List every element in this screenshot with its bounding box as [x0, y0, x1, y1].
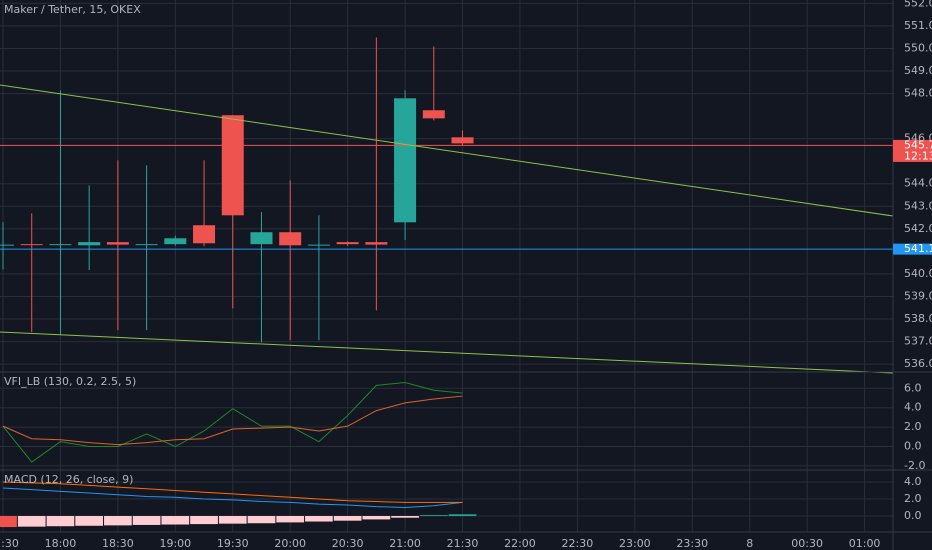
candle-body [135, 244, 158, 246]
x-tick-label: 20:00 [274, 537, 306, 550]
histogram-bar [218, 516, 247, 524]
grid [0, 0, 893, 532]
candle-body [78, 242, 101, 246]
x-tick-label: 23:30 [676, 537, 708, 550]
marks [0, 37, 893, 528]
countdown-label: 12:13 [904, 149, 932, 162]
y-tick-label: 536.0 [904, 357, 932, 370]
indicator-line [2, 395, 463, 446]
x-tick-label: 22:30 [562, 537, 594, 550]
y-tick-label: 0.0 [904, 509, 922, 522]
y-tick-label: 538.0 [904, 312, 932, 325]
candle-body [250, 232, 273, 245]
indicator-line [2, 487, 463, 509]
candle-body [221, 115, 244, 216]
y-tick-label: 4.0 [904, 475, 922, 488]
y-tick-label: 6.0 [904, 381, 922, 394]
x-tick-label: 19:00 [159, 537, 191, 550]
histogram-bar [161, 516, 190, 525]
candle-body [106, 242, 129, 245]
candle-body [451, 137, 474, 144]
indicator-title: MACD (12, 26, close, 9) [4, 473, 133, 486]
candle-body [336, 242, 359, 245]
y-tick-label: 2.0 [904, 420, 922, 433]
x-tick-label: 19:30 [217, 537, 249, 550]
x-tick-label: 00:30 [791, 537, 823, 550]
y-tick-label: 548.0 [904, 87, 932, 100]
price-label: 545.7 [904, 138, 932, 151]
indicator-line [2, 381, 463, 463]
histogram-bar [362, 516, 391, 520]
x-tick-label: 18:30 [102, 537, 134, 550]
x-tick-label: 18:00 [45, 537, 77, 550]
y-tick-label: 542.0 [904, 222, 932, 235]
price-label-box [893, 243, 932, 255]
y-tick-label: 550.0 [904, 41, 932, 54]
y-tick-label: 544.0 [904, 177, 932, 190]
chart-title: Maker / Tether, 15, OKEX [4, 3, 141, 16]
histogram-bar [448, 514, 477, 517]
histogram-bar [305, 516, 333, 522]
candle-body [394, 98, 417, 223]
trendline [0, 331, 894, 374]
candle-body [0, 244, 14, 246]
histogram-bar [391, 516, 419, 518]
histogram-bar [75, 516, 104, 526]
x-tick-label: 01:00 [849, 537, 881, 550]
x-tick-label: 23:00 [619, 537, 651, 550]
candle-body [422, 110, 445, 119]
y-tick-label: 539.0 [904, 289, 932, 302]
candle-body [49, 244, 72, 246]
candle-body [307, 244, 330, 246]
x-tick-label: 8 [746, 537, 753, 550]
indicator-line [2, 481, 463, 503]
histogram-bar [46, 516, 75, 527]
x-tick-label: 21:00 [389, 537, 421, 550]
histogram-bar [190, 516, 218, 525]
y-tick-label: 2.0 [904, 492, 922, 505]
y-tick-label: 540.0 [904, 267, 932, 280]
y-tick-label: 543.0 [904, 199, 932, 212]
y-tick-label: -2.0 [904, 459, 925, 472]
histogram-bar [17, 516, 46, 527]
x-tick-label: 17:30 [0, 537, 19, 550]
histogram-bar [247, 516, 276, 524]
candle-body [20, 244, 43, 246]
price-label: 541.1 [904, 242, 932, 255]
y-tick-label: 4.0 [904, 401, 922, 414]
candle-body [279, 232, 302, 246]
histogram-bar [333, 516, 362, 521]
y-tick-label: 552.0 [904, 0, 932, 9]
candle-body [193, 225, 216, 244]
y-tick-label: 549.0 [904, 64, 932, 77]
x-tick-label: 20:30 [332, 537, 364, 550]
y-tick-label: 551.0 [904, 19, 932, 32]
x-tick-label: 22:00 [504, 537, 536, 550]
histogram-bar [0, 516, 17, 528]
histogram-bar [276, 516, 305, 523]
y-tick-label: 537.0 [904, 335, 932, 348]
histogram-bar [419, 515, 448, 517]
candle-body [365, 242, 388, 245]
trendline [0, 84, 894, 217]
indicator-title: VFI_LB (130, 0.2, 2.5, 5) [4, 375, 136, 388]
price-label-box [893, 139, 932, 162]
histogram-bar [104, 516, 132, 526]
y-tick-label: 0.0 [904, 440, 922, 453]
candle-body [164, 238, 187, 245]
x-tick-label: 21:30 [447, 537, 479, 550]
histogram-bar [132, 516, 161, 525]
